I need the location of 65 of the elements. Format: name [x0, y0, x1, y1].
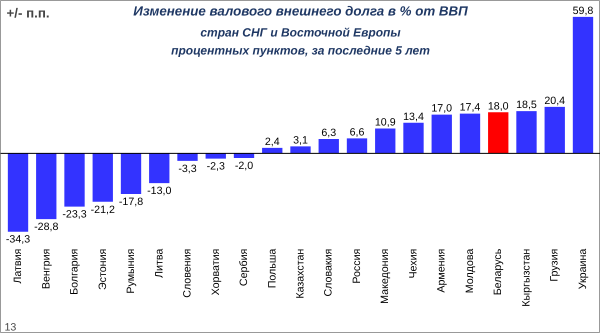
data-label: 18,0 — [488, 100, 509, 112]
bar — [488, 112, 508, 154]
bar — [92, 153, 113, 202]
x-tick-label: Польша — [266, 248, 278, 288]
x-tick-label: Венгрия — [40, 248, 52, 290]
bar — [36, 153, 56, 220]
bar — [262, 148, 282, 154]
x-tick-label: Македония — [379, 248, 392, 304]
bar — [120, 153, 142, 194]
data-label: 17,4 — [460, 102, 480, 114]
data-label: 10,9 — [374, 116, 396, 129]
data-label: -3,3 — [178, 162, 197, 175]
x-tick-label: Сербия — [238, 248, 250, 286]
data-label: 20,4 — [544, 94, 566, 107]
bar — [290, 146, 311, 154]
data-label: -28,8 — [34, 221, 58, 234]
x-tick-label: Хорватия — [210, 248, 222, 296]
x-tick-label: Россия — [350, 248, 363, 284]
data-label: -21,2 — [90, 204, 115, 216]
data-label: 6,6 — [350, 126, 364, 138]
x-tick-label: Болгария — [68, 248, 81, 295]
bar — [403, 122, 424, 154]
data-label: 18,5 — [516, 99, 537, 112]
bar — [432, 114, 452, 154]
data-label: -17,8 — [118, 196, 144, 208]
x-tick-label: Украина — [576, 248, 589, 290]
data-label: -23,3 — [62, 208, 87, 221]
bar — [572, 16, 594, 154]
bar — [64, 153, 85, 207]
x-tick-label: Эстония — [96, 248, 109, 290]
x-tick-label: Литва — [153, 248, 166, 278]
data-label: -13,0 — [147, 185, 172, 198]
bar — [177, 153, 198, 161]
text: стран СНГ и Восточной Европы процентных пунктов, за последние 5 лет — [171, 25, 430, 58]
x-tick-label: Словения — [182, 248, 194, 298]
x-tick-label: Грузия — [548, 248, 561, 282]
x-tick-label: Молдова — [464, 248, 476, 294]
chart-title: Изменение валового внешнего долга в % от ВВП — [133, 4, 468, 18]
x-tick-label: Беларусь — [492, 248, 504, 296]
data-label: -34,3 — [6, 234, 30, 246]
data-label: 13,4 — [403, 110, 424, 123]
text: 13 — [4, 322, 16, 333]
x-tick-label: Латвия — [12, 248, 24, 284]
bar — [8, 153, 28, 232]
data-label: 59,8 — [572, 4, 594, 17]
bar — [318, 139, 339, 154]
data-label: 3,1 — [293, 134, 308, 146]
x-tick-label: Румыния — [125, 248, 138, 294]
x-tick-label: Кыргызстан — [520, 248, 532, 307]
bar — [460, 114, 480, 154]
bar — [149, 153, 170, 184]
bar — [346, 138, 368, 154]
x-tick-label: Казахстан — [294, 248, 306, 299]
y-axis-title: +/- п.п. — [6, 6, 50, 20]
data-label: -2,3 — [206, 160, 226, 173]
bar — [375, 128, 396, 154]
data-label: 17,0 — [431, 102, 452, 115]
x-tick-label: Чехия — [407, 248, 420, 279]
data-label: -2,0 — [234, 160, 254, 172]
data-label: 2,4 — [264, 136, 280, 148]
bar — [544, 106, 565, 154]
x-tick-label: Армения — [436, 248, 448, 293]
x-tick-label: Словакия — [322, 248, 335, 297]
bar — [516, 111, 537, 154]
data-label: 6,3 — [321, 127, 336, 140]
